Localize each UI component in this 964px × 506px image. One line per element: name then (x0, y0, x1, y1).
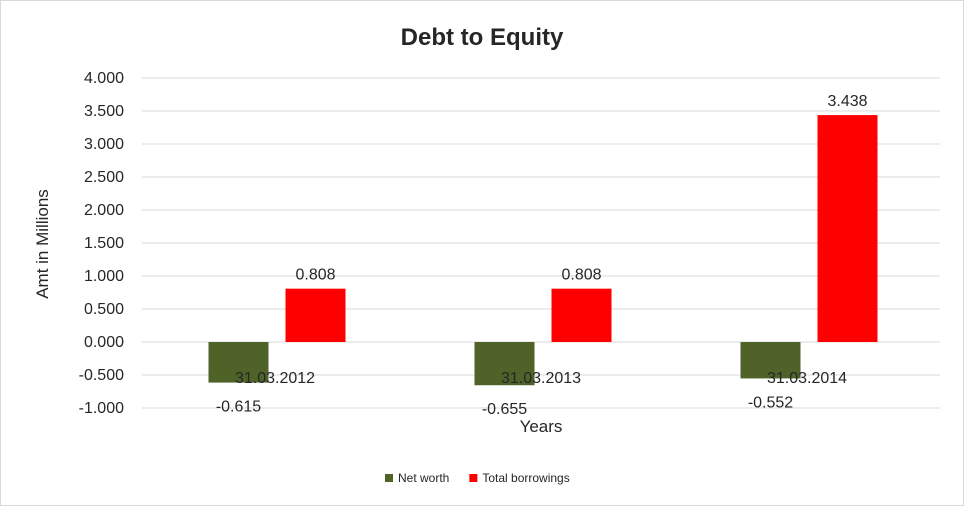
gridlines (142, 77, 940, 409)
y-tick-label: 0.500 (84, 301, 124, 318)
legend: Net worth Total borrowings (385, 471, 570, 485)
y-tick-label: 3.000 (84, 136, 124, 153)
x-category-label: 31.03.2014 (767, 370, 847, 387)
chart-title: Debt to Equity (401, 24, 564, 51)
total-borrowings-bar (551, 288, 612, 342)
net-worth-bar (474, 342, 535, 386)
y-tick-label: 3.500 (84, 103, 124, 120)
net-worth-bar (740, 342, 801, 379)
y-axis-ticks: 4.000 3.500 3.000 2.500 2.000 1.500 1.000 0.500… (79, 70, 124, 417)
x-axis-categories: 31.03.2012 31.03.2013 31.03.2014 (235, 370, 847, 387)
y-tick-label: 2.500 (84, 169, 124, 186)
y-tick-label: -0.500 (79, 367, 124, 384)
y-tick-label: 2.000 (84, 202, 124, 219)
legend-label: Total borrowings (482, 471, 569, 485)
y-tick-label: 1.000 (84, 268, 124, 285)
y-tick-label: -1.000 (79, 400, 124, 417)
y-axis-title: Amt in Millions (33, 189, 52, 299)
x-category-label: 31.03.2013 (501, 370, 581, 387)
data-label: 0.808 (295, 267, 335, 284)
total-borrowings-bar (817, 115, 878, 342)
net-worth-bar (208, 342, 269, 383)
data-label: -0.655 (482, 401, 527, 418)
total-borrowings-bar (285, 288, 346, 342)
x-category-label: 31.03.2012 (235, 370, 315, 387)
data-labels: -0.615 0.808 -0.655 0.808 -0.552 3.438 (216, 93, 868, 418)
y-tick-label: 0.000 (84, 334, 124, 351)
legend-swatch (385, 474, 393, 482)
y-tick-label: 1.500 (84, 235, 124, 252)
data-label: 3.438 (827, 93, 867, 110)
data-label: -0.615 (216, 399, 261, 416)
bars (208, 115, 878, 386)
legend-label: Net worth (398, 471, 449, 485)
legend-swatch (469, 474, 478, 482)
data-label: -0.552 (748, 394, 793, 411)
data-label: 0.808 (561, 267, 601, 284)
y-tick-label: 4.000 (84, 70, 124, 87)
x-axis-title: Years (520, 417, 563, 436)
